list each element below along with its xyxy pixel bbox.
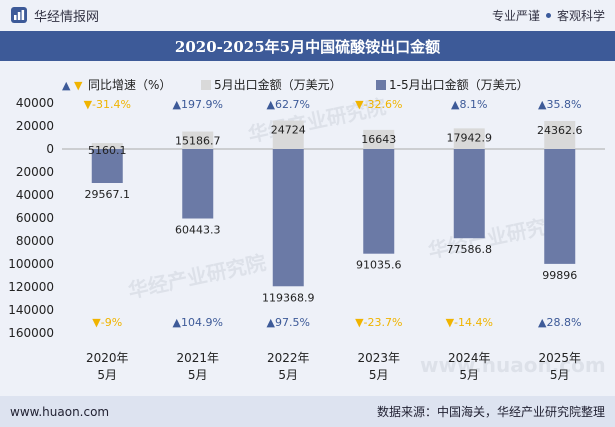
x-tick-label: 5月 [550,368,570,382]
x-tick-label: 2021年 [176,351,219,365]
ytd-value-label: 77586.8 [447,243,493,256]
chart-title: 2020-2025年5月中国硫酸铵出口金额 [174,37,441,56]
bar-month [91,143,123,149]
brand-name: 华经情报网 [34,9,100,25]
x-tick-label: 5月 [188,368,208,382]
ytd-growth-label: ▼-9% [92,316,122,329]
bar-ytd [363,149,395,254]
y-tick-label: 20000 [16,119,54,133]
y-tick-label: 120000 [8,280,54,294]
month-growth-label: ▲62.7% [267,98,310,111]
bar-month [182,131,214,149]
month-value-label: 24724 [271,124,306,137]
legend-month-swatch [201,80,211,90]
ytd-value-label: 29567.1 [85,188,131,201]
y-tick-label: 60000 [16,211,54,225]
y-tick-label: 40000 [16,188,54,202]
month-growth-label: ▲8.1% [451,98,487,111]
slogan: 专业严谨 客观科学 [492,7,605,24]
y-tick-label: 0 [46,142,54,156]
month-growth-label: ▼-32.6% [355,98,402,111]
slogan-2: 客观科学 [556,8,605,23]
month-value-label: 5160.1 [88,144,127,157]
slogan-1: 专业严谨 [491,8,540,23]
x-tick-label: 2023年 [357,351,400,365]
y-tick-label: 100000 [8,257,54,271]
y-tick-label: 40000 [16,96,54,110]
watermark-text: 华经产业研究院 [126,250,268,303]
data-source: 数据来源：中国海关，华经产业研究院整理 [376,405,605,419]
legend-growth-down-icon: ▼ [74,79,83,92]
month-value-label: 15186.7 [175,135,221,148]
ytd-value-label: 119368.9 [262,291,315,304]
ytd-value-label: 99896 [542,269,577,282]
month-growth-label: ▲35.8% [538,98,581,111]
bar-ytd [272,149,304,287]
bar-month [453,128,485,149]
separator-dot-icon [545,12,551,18]
month-value-label: 17942.9 [447,131,493,144]
x-tick-label: 5月 [97,368,117,382]
bar-ytd [453,149,485,239]
ytd-value-label: 60443.3 [175,224,221,237]
watermark-url: www.huaon.com [420,353,606,377]
ytd-growth-label: ▼-14.4% [446,316,493,329]
brand: 华经情报网 [10,6,99,25]
month-growth-label: ▼-31.4% [84,98,131,111]
footer-bar: www.huaon.com 数据来源：中国海关，华经产业研究院整理 [0,396,615,427]
ytd-growth-label: ▼-23.7% [355,316,402,329]
ytd-growth-label: ▲97.5% [267,316,310,329]
x-tick-label: 5月 [459,368,479,382]
x-tick-label: 2024年 [448,351,491,365]
bar-month [363,129,395,149]
month-value-label: 16643 [361,133,396,146]
bar-ytd [182,149,214,219]
brand-logo-icon [11,7,27,23]
footer-url: www.huaon.com [10,404,110,419]
bar-month [544,120,576,149]
ytd-growth-label: ▲104.9% [173,316,223,329]
legend-growth-label: 同比增速（%） [88,78,171,92]
x-tick-label: 2022年 [267,351,310,365]
y-tick-label: 140000 [8,303,54,317]
legend-ytd-swatch [376,80,386,90]
chart-title-bar: 2020-2025年5月中国硫酸铵出口金额 [0,31,615,61]
y-tick-label: 80000 [16,234,54,248]
top-bar: 华经情报网 专业严谨 客观科学 [0,0,615,30]
bar-ytd [91,149,123,184]
legend-month-label: 5月出口金额（万美元） [214,77,342,92]
legend-ytd-label: 1-5月出口金额（万美元） [389,77,529,92]
x-tick-label: 5月 [278,368,298,382]
x-tick-label: 2025年 [538,351,581,365]
ytd-growth-label: ▲28.8% [538,316,581,329]
x-tick-label: 5月 [369,368,389,382]
y-tick-label: 160000 [8,326,54,340]
legend-growth-up-icon: ▲ [62,79,71,92]
month-value-label: 24362.6 [537,124,583,137]
x-tick-label: 2020年 [86,351,129,365]
bar-month [272,120,304,149]
y-tick-label: 20000 [16,165,54,179]
bar-ytd [544,149,576,264]
ytd-value-label: 91035.6 [356,259,402,272]
month-growth-label: ▲197.9% [173,98,223,111]
